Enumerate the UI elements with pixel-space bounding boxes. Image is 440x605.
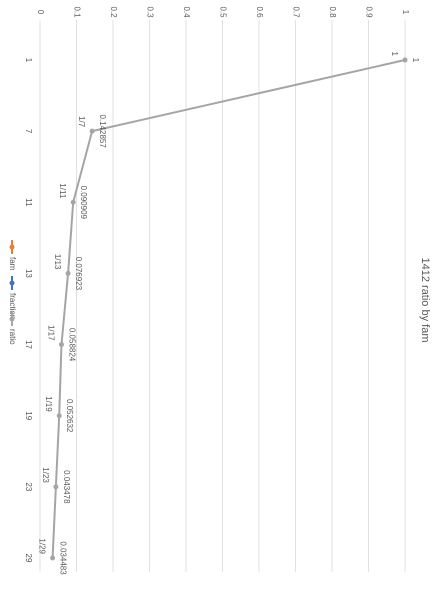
point-label: 1 (390, 52, 399, 57)
y-tick-label: 1 (401, 10, 410, 15)
marker (402, 57, 408, 63)
y-tick-label: 0.7 (291, 6, 300, 18)
legend-marker (9, 244, 15, 250)
legend-marker (9, 316, 15, 322)
y-tick-label: 0.9 (364, 6, 373, 18)
point-label: 1/13 (53, 254, 62, 270)
marker (53, 484, 59, 490)
marker (89, 128, 95, 134)
rotated-plot: 1412 ratio by fam 0 0.1 0.2 0.3 0.4 0.5 0.6 0.7… (8, 6, 431, 575)
x-tick-label: 1 (24, 58, 33, 63)
point-label: 1/7 (77, 116, 86, 128)
x-tick-label: 17 (24, 340, 33, 349)
legend-label: ratio (8, 329, 17, 345)
data-label: 0.142857 (98, 114, 107, 148)
point-label: 1/17 (46, 325, 55, 341)
marker (56, 413, 62, 419)
x-tick-label: 7 (24, 129, 33, 134)
data-label: 1 (411, 58, 420, 63)
data-label: 0.076923 (74, 257, 83, 291)
point-label: 1/29 (37, 538, 46, 554)
point-label: 1/19 (44, 396, 53, 412)
data-label: 0.043478 (62, 470, 71, 504)
y-tick-label: 0.6 (255, 6, 264, 18)
y-tick-label: 0.1 (72, 6, 81, 18)
y-tick-label: 0 (36, 10, 45, 15)
line (51, 59, 406, 559)
marker (50, 555, 56, 561)
point-label: 1/11 (58, 183, 67, 199)
legend-label: fraction (8, 293, 17, 319)
y-tick-label: 0.5 (218, 6, 227, 18)
y-tick-label: 0.4 (182, 6, 191, 18)
marker (70, 199, 76, 205)
legend-marker (9, 280, 15, 286)
y-tick-label: 0.8 (328, 6, 337, 18)
data-label: 0.052632 (65, 399, 74, 433)
y-tick-label: 0.2 (109, 6, 118, 18)
chart-title: 1412 ratio by fam (419, 258, 431, 343)
marker (65, 270, 71, 276)
data-label: 0.090909 (79, 186, 88, 220)
data-label: 0.058824 (67, 328, 76, 362)
x-tick-label: 13 (24, 269, 33, 278)
x-tick-label: 19 (24, 411, 33, 420)
x-tick-label: 23 (24, 482, 33, 491)
y-tick-label: 0.3 (145, 6, 154, 18)
data-label: 0.034483 (58, 541, 67, 575)
point-label: 1/23 (41, 467, 50, 483)
x-tick-label: 11 (24, 198, 33, 207)
x-tick-label: 29 (24, 554, 33, 563)
marker (58, 342, 64, 348)
legend-label: fam (8, 257, 17, 271)
